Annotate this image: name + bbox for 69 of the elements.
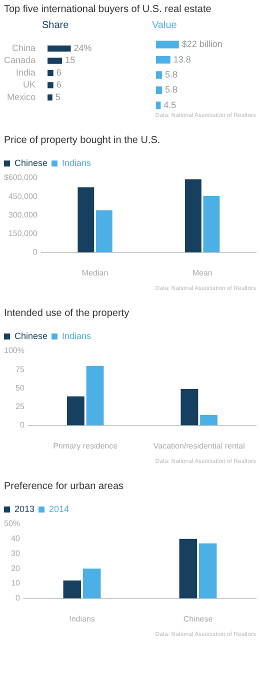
- data-label: 5: [55, 92, 60, 102]
- y-tick-label: 0: [32, 248, 38, 257]
- bar: [48, 58, 62, 64]
- y-tick-label: UK: [23, 80, 36, 90]
- bar: [185, 179, 202, 252]
- text: Top five international buyers of U.S. real estate: [3, 4, 212, 17]
- y-tick-label: 20: [11, 564, 21, 573]
- x-tick-label: Primary residence: [53, 441, 118, 450]
- y-tick-label: Canada: [4, 55, 36, 66]
- y-tick-label: 50: [16, 383, 26, 392]
- bar: [48, 45, 71, 52]
- bar: [156, 102, 161, 110]
- data-label: 6: [56, 80, 62, 90]
- y-tick-label: $600,000: [4, 173, 38, 182]
- data-label: 5.8: [165, 84, 178, 95]
- y-tick-label: 25: [16, 402, 26, 412]
- bar: [48, 70, 54, 76]
- legend-label: Indians: [62, 158, 92, 168]
- y-tick-label: 100%: [4, 346, 24, 356]
- x-tick-label: Mean: [192, 268, 212, 278]
- y-tick-label: India: [16, 67, 36, 78]
- bar: [82, 568, 101, 598]
- bar: [48, 94, 52, 101]
- bar: [63, 580, 82, 598]
- y-tick-label: Mexico: [7, 92, 36, 102]
- y-tick-label: 50%: [4, 519, 20, 528]
- bar: [156, 86, 162, 94]
- bar: [48, 82, 54, 88]
- bar: [96, 210, 112, 252]
- y-tick-label: China: [12, 43, 36, 54]
- legend-label: 2014: [49, 504, 70, 514]
- bar: [86, 366, 104, 426]
- chart-subtitle: Value: [151, 20, 178, 33]
- bar: [156, 71, 162, 79]
- legend-label: Chinese: [14, 330, 48, 341]
- y-tick-label: 30: [11, 548, 21, 558]
- chart-title: Intended use of the property: [3, 308, 130, 321]
- data-label: 24%: [74, 43, 92, 54]
- legend-label: 2013: [14, 504, 35, 514]
- bar: [66, 396, 84, 426]
- data-label: 6: [56, 67, 62, 78]
- bar: [198, 543, 217, 598]
- bar: [200, 414, 218, 426]
- y-tick-label: 40: [11, 534, 21, 544]
- legend-label: Chinese: [14, 158, 48, 168]
- bar: [180, 388, 198, 426]
- data-label: 5.8: [165, 69, 178, 80]
- bar: [179, 538, 198, 598]
- y-tick-label: 450,000: [8, 192, 38, 201]
- chart-title: Preference for urban areas: [3, 481, 125, 494]
- x-tick-label: Median: [82, 268, 108, 278]
- x-tick-label: Vacation/residential rental: [153, 441, 246, 450]
- bar: [156, 40, 179, 48]
- data-label: 13.8: [173, 54, 191, 64]
- y-tick-label: 0: [20, 420, 26, 430]
- y-tick-label: 300,000: [8, 210, 38, 220]
- y-tick-label: 150,000: [8, 229, 38, 238]
- chart-subtitle: Share: [41, 20, 70, 33]
- data-label: 15: [65, 55, 76, 66]
- data-label: 4.5: [164, 100, 176, 110]
- data-label: $22 billion: [182, 39, 222, 50]
- bar: [156, 56, 170, 64]
- y-tick-label: 75: [16, 364, 26, 374]
- y-tick-label: 10: [11, 578, 21, 588]
- y-tick-label: 0: [16, 594, 21, 603]
- legend-label: Indians: [62, 330, 92, 341]
- bar: [203, 196, 220, 252]
- bar: [78, 187, 94, 252]
- chart-title: Price of property bought in the U.S.: [3, 135, 162, 148]
